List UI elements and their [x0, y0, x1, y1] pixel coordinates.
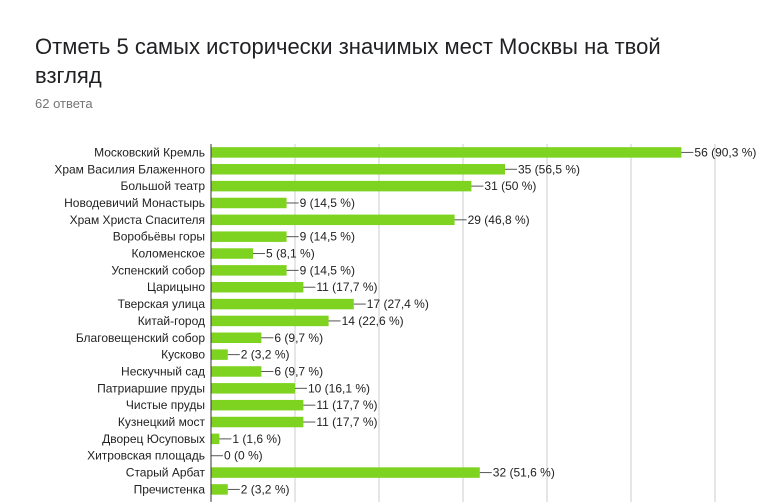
data-label: 9 (14,5 %)	[300, 230, 355, 244]
category-label: Большой театр	[121, 179, 206, 193]
bar	[211, 332, 262, 344]
chart-title: Отметь 5 самых исторически значимых мест…	[35, 34, 661, 88]
bar	[211, 349, 228, 360]
data-label: 2 (3,2 %)	[241, 348, 290, 362]
bar	[211, 484, 228, 495]
bar	[211, 281, 304, 293]
category-label: Успенский собор	[111, 263, 205, 277]
bar	[211, 366, 262, 377]
category-label: Кусково	[161, 348, 205, 362]
category-label: Тверская улица	[118, 297, 206, 311]
bar	[211, 399, 304, 411]
bar	[211, 467, 480, 478]
bar	[211, 180, 472, 192]
data-label: 17 (27,4 %)	[367, 297, 429, 311]
category-label: Храм Христа Спасителя	[70, 213, 205, 227]
bar	[211, 383, 295, 394]
data-label: 9 (14,5 %)	[300, 263, 355, 277]
data-label: 6 (9,7 %)	[274, 331, 323, 345]
category-label: Кузнецкий мост	[118, 415, 206, 429]
category-label: Пречистенка	[134, 482, 206, 496]
category-label: Новодевичий Монастырь	[64, 196, 205, 210]
category-label: Храм Василия Блаженного	[54, 162, 205, 176]
data-label: 11 (17,7 %)	[316, 280, 377, 294]
bar	[211, 265, 287, 276]
data-label: 32 (51,6 %)	[493, 466, 555, 480]
category-label: Хитровская площадь	[87, 449, 205, 463]
category-label: Старый Арбат	[126, 466, 206, 480]
bar	[211, 433, 220, 445]
bar	[211, 214, 455, 226]
data-label: 29 (46,8 %)	[468, 213, 530, 227]
data-label: 14 (22,6 %)	[342, 314, 404, 328]
data-label: 2 (3,2 %)	[241, 482, 290, 496]
data-label: 10 (16,1 %)	[308, 381, 370, 395]
category-label: Коломенское	[132, 247, 206, 261]
bar	[211, 416, 304, 428]
category-label: Нескучный сад	[121, 364, 205, 378]
data-label: 5 (8,1 %)	[266, 247, 315, 261]
data-label: 11 (17,7 %)	[316, 398, 377, 412]
bar	[211, 197, 287, 209]
response-count: 62 ответа	[35, 96, 93, 111]
data-label: 6 (9,7 %)	[274, 364, 323, 378]
category-label: Царицыно	[147, 280, 205, 294]
data-label: 35 (56,5 %)	[518, 162, 580, 176]
category-label: Воробьёвы горы	[113, 230, 205, 244]
bar	[211, 248, 253, 259]
bar	[211, 147, 682, 158]
category-label: Благовещенский собор	[76, 331, 206, 345]
category-label: Китай-город	[138, 314, 205, 328]
data-label: 31 (50 %)	[484, 179, 536, 193]
bar	[211, 164, 505, 175]
category-label: Московский Кремль	[94, 145, 205, 159]
bar	[211, 315, 329, 327]
category-label: Патриаршие пруды	[97, 381, 205, 395]
data-label: 0 (0 %)	[224, 449, 263, 463]
category-label: Чистые пруды	[126, 398, 205, 412]
category-label: Дворец Юсуповых	[102, 432, 205, 446]
data-label: 11 (17,7 %)	[316, 415, 377, 429]
bar	[211, 298, 354, 310]
data-label: 9 (14,5 %)	[300, 196, 355, 210]
bar	[211, 231, 287, 242]
data-label: 1 (1,6 %)	[232, 432, 281, 446]
data-label: 56 (90,3 %)	[694, 145, 756, 159]
